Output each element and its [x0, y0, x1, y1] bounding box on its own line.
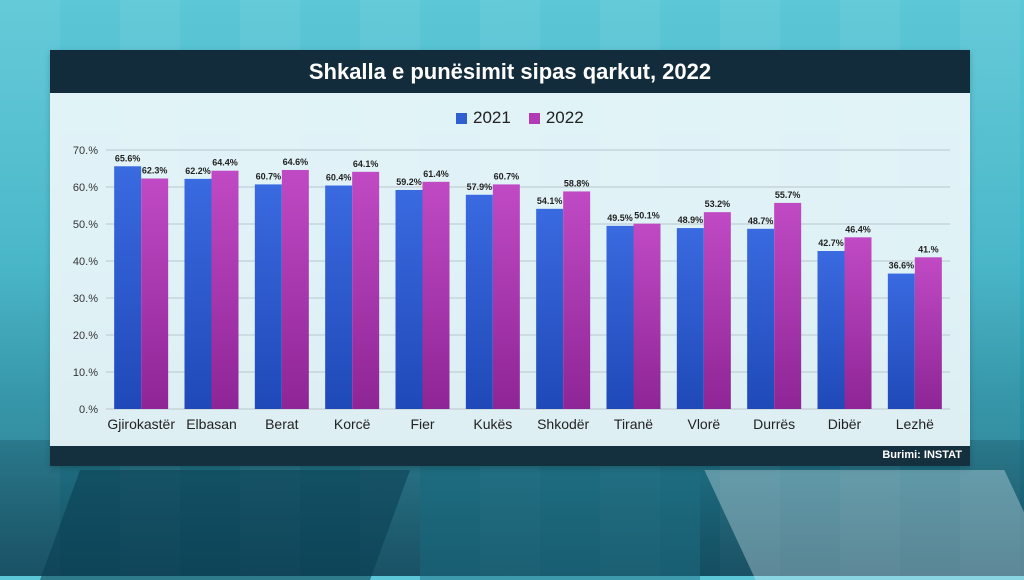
y-tick-label: 60.%	[73, 182, 98, 194]
data-label: 59.2%	[396, 177, 422, 187]
background-slab	[420, 460, 700, 580]
x-category-label: Elbasan	[186, 416, 237, 432]
x-category-label: Durrës	[753, 416, 795, 432]
bar-2021	[465, 194, 493, 409]
bar-2022	[422, 181, 450, 409]
bar-chart: 0.% 10.% 20.% 30.% 40.% 50.% 60.% 70.% 65.6%62.3…	[73, 145, 950, 432]
legend: 2021 2022	[456, 108, 584, 128]
data-label: 57.9%	[467, 182, 493, 192]
bar-2021	[325, 185, 353, 409]
source-label: Burimi: INSTAT	[882, 449, 962, 461]
bar-2022	[563, 191, 591, 409]
bar-2022	[633, 223, 661, 409]
x-category-label: Tiranë	[614, 416, 653, 432]
data-label: 60.4%	[326, 173, 352, 183]
data-label: 60.7%	[256, 171, 282, 181]
data-label: 64.1%	[353, 159, 379, 169]
bar-2021	[254, 184, 282, 409]
x-category-label: Gjirokastër	[107, 416, 175, 432]
data-label: 48.9%	[678, 215, 704, 225]
data-label: 53.2%	[705, 199, 731, 209]
bar-2022	[774, 202, 802, 409]
bar-2021	[747, 228, 775, 409]
x-category-label: Dibër	[828, 416, 862, 432]
y-tick-label: 20.%	[73, 330, 98, 342]
x-category-label: Berat	[265, 416, 299, 432]
bar-2021	[114, 166, 142, 409]
legend-item-2022: 2022	[528, 108, 584, 128]
data-label: 36.6%	[889, 261, 915, 271]
x-category-label: Korcë	[334, 416, 371, 432]
x-category-label: Shkodër	[537, 416, 589, 432]
bar-2021	[887, 273, 915, 409]
data-label: 60.7%	[494, 171, 520, 181]
title-bar: Shkalla e punësimit sipas qarkut, 2022	[50, 50, 970, 93]
data-label: 55.7%	[775, 190, 801, 200]
bar-2021	[536, 208, 564, 409]
data-label: 58.8%	[564, 178, 590, 188]
data-label: 42.7%	[818, 238, 844, 248]
y-tick-label: 10.%	[73, 367, 98, 379]
bar-2022	[141, 178, 169, 409]
data-label: 64.4%	[212, 158, 238, 168]
footer-bar: Burimi: INSTAT	[50, 446, 970, 466]
y-tick-label: 40.%	[73, 256, 98, 268]
x-category-label: Fier	[410, 416, 434, 432]
legend-item-2021: 2021	[456, 108, 511, 128]
data-label: 46.4%	[845, 224, 871, 234]
data-label: 62.3%	[142, 165, 168, 175]
bar-2021	[184, 178, 212, 409]
chart-title: Shkalla e punësimit sipas qarkut, 2022	[308, 58, 712, 84]
x-category-label: Kukës	[473, 416, 512, 432]
x-category-label: Vlorë	[687, 416, 720, 432]
bar-2022	[211, 170, 239, 409]
bar-2022	[844, 237, 872, 409]
bar-2022	[703, 212, 731, 409]
data-label: 49.5%	[607, 213, 633, 223]
bar-2022	[352, 171, 380, 409]
data-label: 62.2%	[185, 166, 211, 176]
legend-swatch-2021	[456, 112, 467, 124]
bar-2022	[914, 257, 942, 409]
y-tick-label: 50.%	[73, 219, 98, 231]
data-label: 41.%	[918, 244, 939, 254]
data-label: 64.6%	[283, 157, 309, 167]
data-label: 48.7%	[748, 216, 774, 226]
data-label: 54.1%	[537, 196, 563, 206]
bar-2022	[281, 169, 309, 409]
legend-swatch-2022	[528, 112, 540, 124]
y-tick-label: 0.%	[79, 404, 98, 416]
data-label: 61.4%	[423, 169, 449, 179]
background-slab	[704, 470, 1024, 580]
bar-2021	[817, 251, 845, 409]
legend-label-2021: 2021	[473, 108, 511, 127]
bar-2022	[492, 184, 520, 409]
data-label: 65.6%	[115, 153, 141, 163]
y-tick-label: 70.%	[73, 145, 98, 157]
bar-2021	[606, 225, 634, 409]
x-category-label: Lezhë	[896, 416, 934, 432]
legend-label-2022: 2022	[545, 108, 584, 127]
background-slab	[39, 470, 411, 580]
bar-2021	[395, 189, 423, 409]
data-label: 50.1%	[634, 211, 660, 221]
bar-2021	[676, 228, 704, 409]
y-tick-label: 30.%	[73, 293, 98, 305]
